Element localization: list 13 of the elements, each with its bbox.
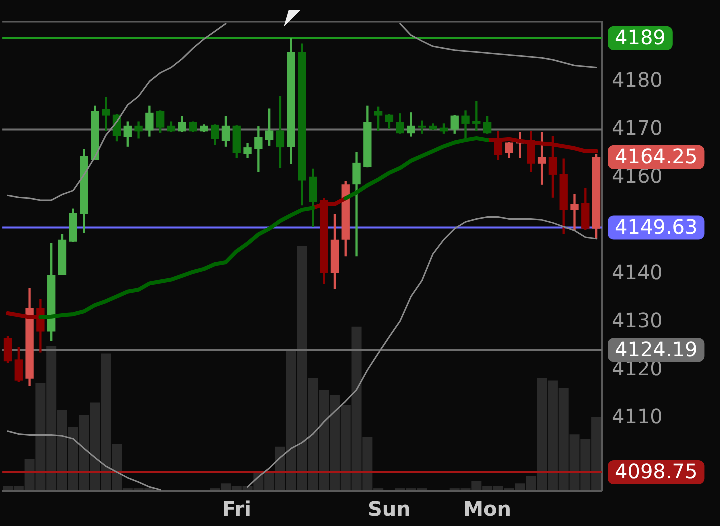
ref-line-label: 4149.63	[615, 214, 698, 239]
x-tick-label: Mon	[464, 497, 512, 522]
y-tick-label: 4110	[612, 404, 663, 429]
ref-line-label: 4124.19	[615, 337, 698, 362]
x-tick-label: Fri	[222, 497, 252, 522]
ref-line-label: 4189	[615, 26, 666, 50]
ref-line-label: 4098.75	[615, 460, 698, 484]
y-tick-label: 4140	[612, 260, 663, 284]
y-tick-label: 4170	[612, 116, 663, 140]
y-tick-label: 4180	[612, 68, 663, 92]
candlestick	[570, 194, 579, 230]
y-tick-label: 4130	[612, 308, 663, 332]
x-tick-label: Sun	[368, 497, 411, 522]
